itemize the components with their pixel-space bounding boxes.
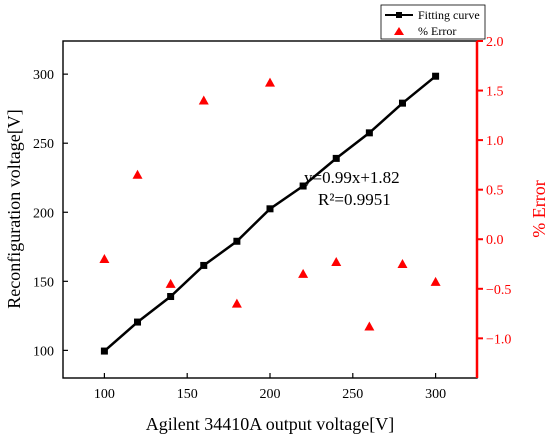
error-point: [198, 95, 209, 105]
x-tick-label: 150: [177, 387, 198, 402]
fitting-curve-point: [100, 347, 108, 355]
y-right-tick-label: −1.0: [486, 332, 511, 347]
error-point: [231, 298, 242, 308]
fitting-curve-point: [299, 182, 307, 190]
bottom-axis-ticks: 100 150 200 250 300: [94, 373, 446, 402]
x-tick-label: 100: [94, 387, 115, 402]
fitting-curve-point: [134, 318, 142, 326]
x-tick-label: 200: [260, 387, 281, 402]
y-left-tick-label: 100: [33, 344, 54, 359]
fitting-curve-point: [200, 261, 208, 269]
fitting-curve-point: [398, 99, 406, 107]
right-axis-ticks: −1.0 −0.5 0.0 0.5 1.0 1.5 2.0: [477, 35, 511, 347]
y-left-tick-label: 150: [33, 275, 54, 290]
y-axis-right-title: % Error: [529, 180, 549, 237]
fit-equation: y=0.99x+1.82: [304, 168, 400, 187]
y-left-tick-label: 200: [33, 206, 54, 221]
error-point: [397, 259, 408, 269]
fitting-curve-line: [103, 75, 437, 353]
y-axis-left-title: Reconfiguration voltage[V]: [4, 109, 24, 308]
y-right-tick-label: 0.0: [486, 233, 504, 248]
series-fitting-curve: [100, 72, 440, 355]
fitting-curve-point: [167, 293, 175, 301]
series-percent-error: [99, 77, 441, 331]
fitting-curve-point: [332, 154, 340, 162]
legend-fit-label: Fitting curve: [418, 8, 480, 22]
x-tick-label: 250: [342, 387, 363, 402]
y-left-tick-label: 300: [33, 68, 54, 83]
fitting-curve-point: [365, 129, 373, 137]
r-squared: R²=0.9951: [318, 190, 391, 209]
fitting-curve-point: [233, 237, 241, 245]
legend: Fitting curve % Error: [380, 4, 486, 40]
fitting-curve-point: [432, 72, 440, 80]
left-axis-ticks: 100 150 200 250 300: [33, 68, 68, 359]
x-tick-label: 300: [425, 387, 446, 402]
fitting-curve-point: [266, 205, 274, 213]
y-right-tick-label: 1.5: [486, 85, 504, 100]
error-point: [364, 321, 375, 331]
legend-fit-marker: [396, 12, 402, 18]
error-point: [132, 169, 143, 179]
y-right-tick-label: 0.5: [486, 184, 504, 199]
error-point: [430, 276, 441, 286]
error-point: [265, 77, 275, 87]
legend-error-label: % Error: [418, 24, 456, 38]
x-axis-title: Agilent 34410A output voltage[V]: [146, 414, 394, 434]
error-point: [99, 254, 110, 264]
error-point: [331, 257, 342, 267]
y-right-tick-label: 1.0: [486, 134, 504, 149]
error-point: [298, 268, 309, 278]
y-left-tick-label: 250: [33, 137, 54, 152]
y-right-tick-label: −0.5: [486, 283, 511, 298]
y-right-tick-label: 2.0: [486, 35, 504, 50]
error-point: [165, 278, 176, 288]
legend-error-marker: [394, 27, 404, 35]
